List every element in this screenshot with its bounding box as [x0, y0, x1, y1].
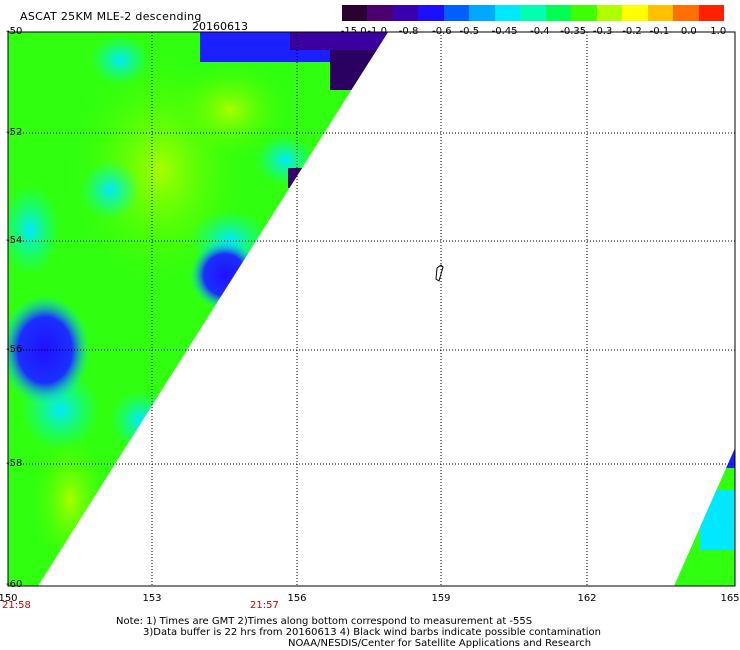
product-title: ASCAT 25KM MLE-2 descending	[20, 10, 202, 23]
note-line-2: 3)Data buffer is 22 hrs from 20160613 4)…	[143, 627, 601, 638]
lon-label: 162	[577, 593, 597, 604]
lat-label: -50	[6, 26, 23, 37]
colorbar-swatch	[673, 5, 699, 21]
colorbar-swatch	[443, 5, 470, 21]
lon-label: 165	[720, 593, 740, 604]
island-outline	[435, 264, 444, 282]
lon-label: 153	[142, 593, 162, 604]
lon-label: 159	[431, 593, 451, 604]
colorbar-swatch	[698, 5, 725, 21]
colorbar-swatch	[367, 5, 393, 21]
swath-left	[8, 32, 388, 586]
colorbar-swatch	[469, 5, 495, 21]
colorbar-swatch	[342, 5, 368, 21]
lat-label: -56	[6, 344, 23, 355]
lat-label: -52	[6, 127, 23, 138]
note-line-3: NOAA/NESDIS/Center for Satellite Applica…	[288, 638, 592, 649]
lon-label: 156	[287, 593, 307, 604]
lat-label: -54	[6, 235, 23, 246]
colorbar-swatch	[418, 5, 444, 21]
lat-label: -58	[6, 458, 23, 469]
swath-right	[674, 448, 735, 586]
colorbar-swatch	[520, 5, 546, 21]
colorbar-swatch	[571, 5, 597, 21]
colorbar	[342, 5, 725, 21]
colorbar-swatch	[392, 5, 419, 21]
time-label: 21:58	[2, 600, 31, 611]
note-line-1: Note: 1) Times are GMT 2)Times along bot…	[116, 616, 533, 627]
map-frame	[7, 31, 736, 587]
time-label: 21:57	[250, 600, 279, 611]
lat-lon-grid	[8, 32, 735, 586]
lon-label: 150	[0, 593, 18, 604]
colorbar-swatch	[545, 5, 572, 21]
product-date: 20160613	[192, 20, 248, 33]
colorbar-swatch	[622, 5, 648, 21]
colorbar-swatch	[647, 5, 674, 21]
colorbar-swatch	[494, 5, 521, 21]
lat-label: -60	[6, 579, 23, 590]
colorbar-swatch	[596, 5, 623, 21]
